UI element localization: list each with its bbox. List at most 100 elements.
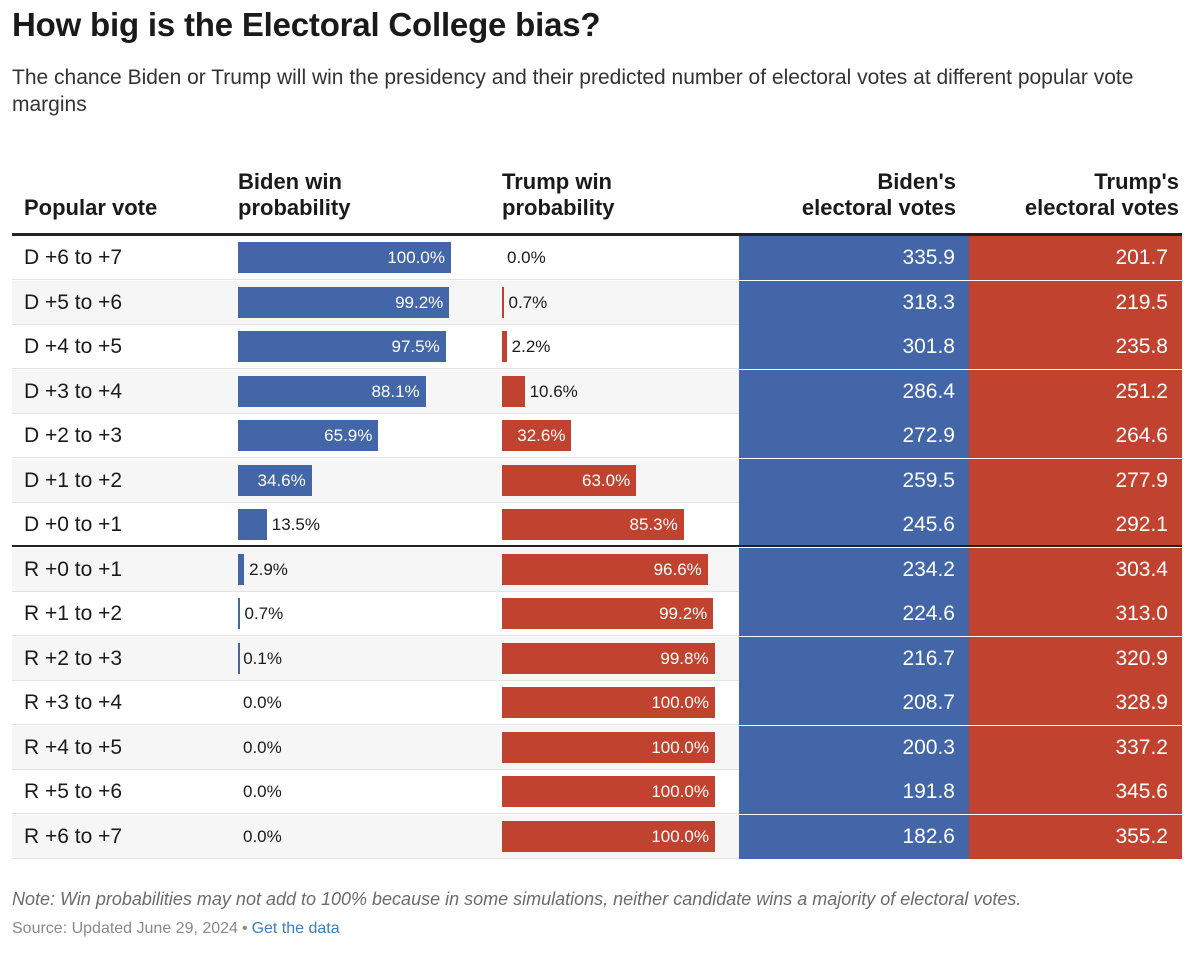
row-divider	[12, 858, 1182, 859]
popular-vote-cell: D +4 to +5	[24, 335, 123, 358]
popular-vote-cell: R +1 to +2	[24, 602, 123, 625]
biden-electoral-votes-cell: 335.9	[739, 236, 969, 280]
footnote: Note: Win probabilities may not add to 1…	[12, 889, 1022, 909]
table-header: Popular vote Biden win probability Trump…	[12, 163, 1182, 233]
trump-win-probability-bar	[502, 554, 708, 585]
header-biden-ev-line2: electoral votes	[801, 195, 956, 220]
trump-win-probability-label: 63.0%	[582, 471, 631, 490]
trump-electoral-votes-value: 320.9	[1115, 647, 1168, 670]
biden-electoral-votes-cell: 245.6	[739, 503, 969, 547]
trump-win-probability-bar	[502, 376, 525, 407]
biden-win-probability-bar	[238, 598, 240, 629]
trump-electoral-votes-cell: 328.9	[969, 681, 1182, 725]
trump-electoral-votes-cell: 313.0	[969, 592, 1182, 636]
trump-electoral-votes-value: 328.9	[1115, 691, 1168, 714]
trump-electoral-votes-cell: 219.5	[969, 281, 1182, 325]
trump-electoral-votes-value: 345.6	[1115, 780, 1168, 803]
header-trump-electoral-votes: Trump's electoral votes	[1025, 169, 1179, 221]
trump-electoral-votes-cell: 201.7	[969, 236, 1182, 280]
trump-win-probability-bar	[502, 821, 715, 852]
row-divider	[12, 813, 1182, 814]
biden-electoral-votes-value: 182.6	[902, 825, 955, 848]
biden-win-probability-label: 0.0%	[243, 827, 282, 846]
biden-electoral-votes-cell: 318.3	[739, 281, 969, 325]
biden-electoral-votes-value: 208.7	[902, 691, 955, 714]
biden-electoral-votes-value: 191.8	[902, 780, 955, 803]
trump-electoral-votes-value: 292.1	[1115, 513, 1168, 536]
trump-win-probability-label: 100.0%	[651, 693, 709, 712]
header-biden-ev-line1: Biden's	[877, 169, 956, 194]
trump-win-probability-bar	[502, 509, 684, 540]
header-trump-win-line1: Trump win	[502, 169, 612, 194]
trump-electoral-votes-value: 303.4	[1115, 558, 1168, 581]
trump-win-probability-bar	[502, 420, 572, 451]
trump-electoral-votes-value: 251.2	[1115, 380, 1168, 403]
trump-win-probability-label: 99.2%	[659, 604, 708, 623]
biden-win-probability-label: 65.9%	[324, 426, 373, 445]
trump-win-probability-bar	[502, 287, 504, 318]
trump-win-probability-bar	[502, 331, 507, 362]
biden-electoral-votes-value: 224.6	[902, 602, 955, 625]
trump-win-probability-label: 0.0%	[507, 248, 546, 267]
row-divider	[12, 680, 1182, 681]
popular-vote-cell: R +3 to +4	[24, 691, 123, 714]
header-popular-vote: Popular vote	[24, 195, 158, 220]
row-divider	[12, 591, 1182, 592]
biden-electoral-votes-cell: 208.7	[739, 681, 969, 725]
biden-electoral-votes-cell: 200.3	[739, 726, 969, 770]
table-row: D +4 to +5 97.5% 2.2% 301.8 235.8	[12, 325, 1182, 369]
popular-vote-cell: D +3 to +4	[24, 380, 123, 403]
row-divider	[12, 724, 1182, 725]
popular-vote-cell: R +4 to +5	[24, 736, 123, 759]
biden-win-probability-label: 0.0%	[243, 738, 282, 757]
row-divider	[12, 635, 1182, 636]
table-row: D +5 to +6 99.2% 0.7% 318.3 219.5	[12, 281, 1182, 325]
row-divider	[12, 279, 1182, 280]
source-text: Source: Updated June 29, 2024	[12, 920, 238, 937]
trump-win-probability-label: 100.0%	[651, 738, 709, 757]
biden-electoral-votes-value: 318.3	[902, 291, 955, 314]
header-biden-win-line1: Biden win	[238, 169, 342, 194]
biden-win-probability-bar	[238, 242, 451, 273]
biden-electoral-votes-value: 200.3	[902, 736, 955, 759]
table-row: R +2 to +3 0.1% 99.8% 216.7 320.9	[12, 637, 1182, 681]
trump-win-probability-label: 96.6%	[653, 560, 702, 579]
row-divider	[12, 413, 1182, 414]
biden-electoral-votes-value: 259.5	[902, 469, 955, 492]
trump-win-probability-label: 100.0%	[651, 827, 709, 846]
biden-electoral-votes-value: 272.9	[902, 424, 955, 447]
biden-win-probability-label: 97.5%	[391, 337, 440, 356]
biden-win-probability-label: 0.0%	[243, 782, 282, 801]
trump-electoral-votes-cell: 345.6	[969, 770, 1182, 814]
trump-win-probability-label: 10.6%	[529, 382, 578, 401]
biden-electoral-votes-value: 335.9	[902, 246, 955, 269]
popular-vote-cell: R +2 to +3	[24, 647, 123, 670]
trump-win-probability-bar	[502, 598, 714, 629]
biden-electoral-votes-value: 301.8	[902, 335, 955, 358]
biden-win-probability-bar	[238, 287, 450, 318]
row-divider	[12, 324, 1182, 325]
trump-electoral-votes-value: 201.7	[1115, 246, 1168, 269]
biden-win-probability-label: 13.5%	[271, 515, 320, 534]
biden-electoral-votes-value: 286.4	[902, 380, 955, 403]
trump-win-probability-label: 32.6%	[517, 426, 566, 445]
biden-electoral-votes-cell: 259.5	[739, 459, 969, 503]
biden-electoral-votes-cell: 286.4	[739, 370, 969, 414]
table-row: R +4 to +5 0.0% 100.0% 200.3 337.2	[12, 726, 1182, 770]
trump-electoral-votes-cell: 303.4	[969, 548, 1182, 592]
trump-win-probability-bar	[502, 687, 715, 718]
biden-electoral-votes-cell: 182.6	[739, 815, 969, 859]
biden-win-probability-label: 2.9%	[249, 560, 288, 579]
trump-win-probability-label: 85.3%	[629, 515, 678, 534]
biden-win-probability-bar	[238, 420, 379, 451]
source-line: Source: Updated June 29, 2024 • Get the da…	[12, 920, 340, 938]
get-the-data-link[interactable]: Get the data	[251, 920, 340, 937]
header-biden-win-probability: Biden win probability	[238, 169, 350, 221]
biden-win-probability-label: 0.1%	[243, 649, 282, 668]
header-biden-electoral-votes: Biden's electoral votes	[802, 169, 956, 221]
biden-win-probability-label: 88.1%	[371, 382, 420, 401]
biden-electoral-votes-value: 245.6	[902, 513, 955, 536]
table-row: D +1 to +2 34.6% 63.0% 259.5 277.9	[12, 459, 1182, 503]
biden-win-probability-label: 0.7%	[244, 604, 284, 623]
table-row: D +0 to +1 13.5% 85.3% 245.6 292.1	[12, 503, 1182, 547]
